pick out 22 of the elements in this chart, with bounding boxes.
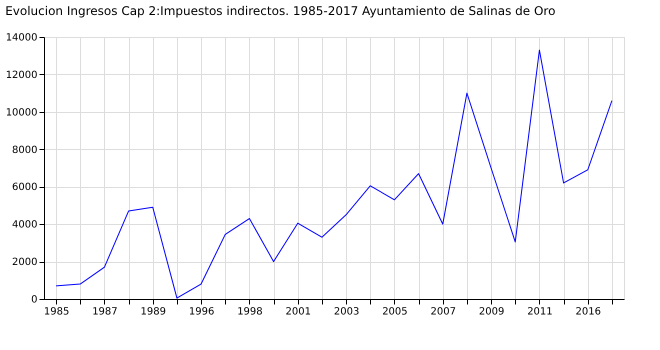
y-tick-label: 14000: [6, 32, 38, 44]
chart-title: Evolucion Ingresos Cap 2:Impuestos indirectos. 1985-2017 Ayuntamiento de Salinas de Oro: [5, 4, 556, 18]
x-tick-label: 1987: [92, 306, 118, 318]
x-tick-label: 1989: [140, 306, 166, 318]
x-tick-label: 2011: [527, 306, 553, 318]
x-tick-label: 1996: [188, 306, 214, 318]
x-tick-label: 2009: [478, 306, 504, 318]
y-tick-label: 4000: [12, 220, 38, 231]
y-tick-label: 6000: [12, 182, 38, 194]
x-tick-label: 1998: [237, 306, 263, 318]
y-tick-label: 8000: [12, 144, 38, 156]
x-tick-label: 2005: [382, 306, 408, 318]
x-tick-label: 2007: [430, 306, 456, 318]
x-tick-label: 2003: [334, 306, 360, 318]
y-tick-label: 10000: [6, 107, 38, 118]
y-tick-label: 2000: [12, 257, 38, 268]
y-tick-label: 0: [31, 294, 38, 306]
line-series: [56, 50, 612, 299]
x-tick-label: 1985: [44, 306, 70, 318]
x-tick-label: 2016: [576, 306, 601, 318]
x-tick-label: 2001: [286, 306, 311, 318]
y-tick-label: 12000: [6, 70, 38, 81]
